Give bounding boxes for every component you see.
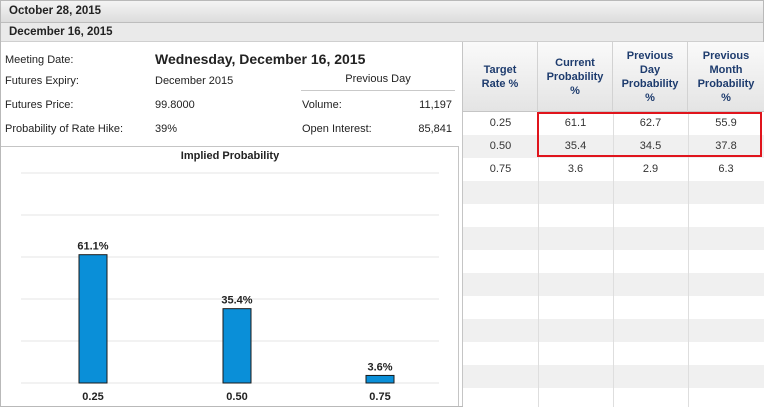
table-cell: 3.6	[567, 163, 584, 175]
chart-title: Implied Probability	[180, 150, 280, 162]
date-header[interactable]: October 28, 2015	[1, 1, 763, 23]
table-cell: 35.4	[564, 140, 587, 152]
futures-expiry-value: December 2015	[155, 75, 234, 87]
chart-data-label: 3.6%	[367, 361, 392, 373]
table-cell: 55.9	[715, 117, 737, 129]
column-divider	[613, 112, 614, 407]
table-cell: 2.9	[642, 163, 659, 175]
chart-data-label: 35.4%	[221, 295, 252, 307]
table-cell: 0.50	[489, 140, 512, 152]
rate-hike-value: 39%	[155, 123, 178, 135]
meeting-date-value: Wednesday, December 16, 2015	[155, 51, 366, 67]
volume-label: Volume:	[302, 99, 342, 111]
table-cell: 62.7	[639, 117, 662, 129]
table-cell: 0.75	[489, 163, 512, 175]
highlight-box	[537, 112, 762, 157]
previous-day-title: Previous Day	[301, 73, 455, 91]
chart-tick-label: 0.25	[82, 391, 103, 403]
table-header: Target Rate % Current Probability% Previou…	[463, 42, 764, 112]
chart-bar-0.25[interactable]	[78, 254, 108, 384]
chart-bar-0.75[interactable]	[365, 374, 395, 384]
probability-table: Target Rate % Current Probability% Previou…	[462, 42, 764, 407]
meeting-info: Meeting Date: Wednesday, December 16, 20…	[1, 42, 462, 144]
table-cell: 34.5	[639, 140, 662, 152]
open-interest-value: 85,841	[418, 123, 452, 135]
futures-price-value: 99.8000	[155, 99, 195, 111]
col-previous-month-probability: Previous Month Probability%	[697, 50, 755, 104]
column-divider	[688, 112, 689, 407]
meeting-date-label: Meeting Date:	[5, 54, 74, 66]
open-interest-label: Open Interest:	[302, 123, 372, 135]
chart-tick-label: 0.50	[226, 391, 247, 403]
futures-price-label: Futures Price:	[5, 99, 74, 111]
chart-data-label: 61.1%	[77, 241, 108, 253]
table-cell: 61.1	[564, 117, 587, 129]
meeting-header[interactable]: December 16, 2015	[1, 23, 763, 42]
table-cell: 6.3	[718, 163, 734, 175]
table-cell: 37.8	[715, 140, 737, 152]
chart-tick-label: 0.75	[369, 391, 390, 403]
table-cell: 0.25	[489, 117, 512, 129]
futures-expiry-label: Futures Expiry:	[5, 75, 79, 87]
chart-canvas: 61.1% 0.25 35.4% 0.50 3.6% 0.75	[21, 172, 439, 403]
rate-hike-label: Probability of Rate Hike:	[5, 123, 123, 135]
col-current-probability: Current Probability%	[538, 42, 613, 112]
column-divider	[538, 112, 539, 407]
implied-probability-chart: Implied Probability 61.1% 0.25 35.4% 0.50 3.…	[1, 146, 459, 406]
col-previous-day-probability: Previous Day Probability%	[613, 42, 688, 112]
chart-bar-0.50[interactable]	[222, 308, 252, 384]
col-target-rate: Target Rate %	[463, 42, 538, 112]
volume-value: 11,197	[419, 99, 452, 111]
